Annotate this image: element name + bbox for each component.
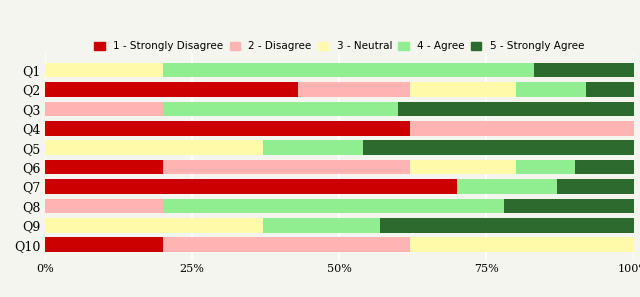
Bar: [262, 140, 363, 155]
Bar: [410, 160, 516, 174]
Bar: [516, 82, 586, 97]
Bar: [363, 140, 634, 155]
Bar: [45, 179, 457, 194]
Bar: [163, 199, 504, 213]
Bar: [45, 63, 163, 78]
Bar: [410, 121, 634, 136]
Bar: [45, 102, 163, 116]
Bar: [504, 199, 634, 213]
Bar: [45, 140, 262, 155]
Bar: [410, 237, 634, 252]
Bar: [398, 102, 634, 116]
Bar: [586, 82, 634, 97]
Bar: [298, 82, 410, 97]
Bar: [163, 102, 398, 116]
Legend: 1 - Strongly Disagree, 2 - Disagree, 3 - Neutral, 4 - Agree, 5 - Strongly Agree: 1 - Strongly Disagree, 2 - Disagree, 3 -…: [95, 41, 584, 51]
Bar: [45, 237, 163, 252]
Bar: [163, 63, 534, 78]
Bar: [516, 160, 575, 174]
Bar: [410, 82, 516, 97]
Bar: [262, 218, 380, 233]
Bar: [557, 179, 634, 194]
Bar: [380, 218, 634, 233]
Bar: [45, 121, 410, 136]
Bar: [163, 237, 410, 252]
Bar: [163, 160, 410, 174]
Bar: [45, 218, 262, 233]
Bar: [45, 199, 163, 213]
Bar: [534, 63, 634, 78]
Bar: [457, 179, 557, 194]
Bar: [575, 160, 634, 174]
Bar: [45, 82, 298, 97]
Bar: [45, 160, 163, 174]
